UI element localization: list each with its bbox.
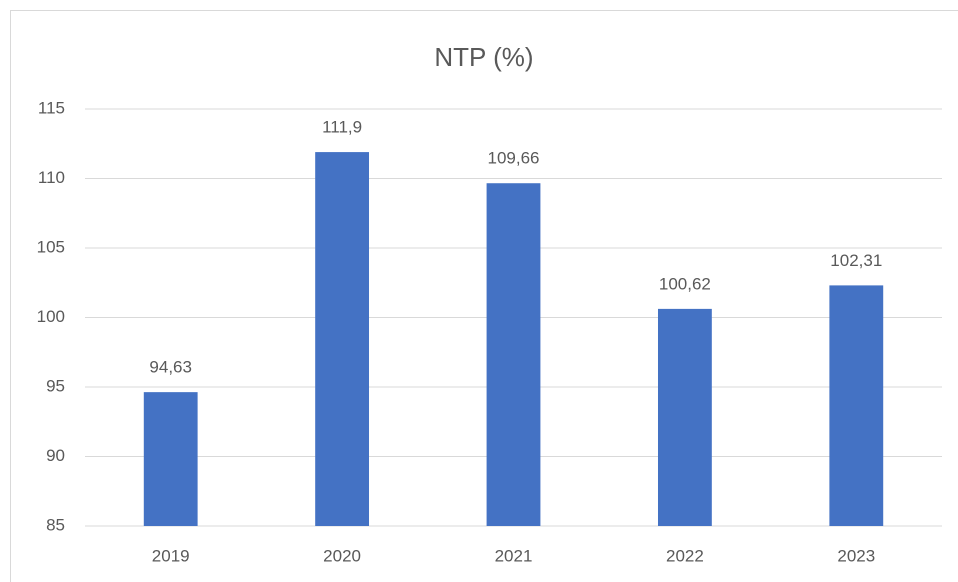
y-tick-label: 115: [38, 98, 65, 117]
data-label: 94,63: [149, 358, 192, 377]
data-label: 102,31: [830, 251, 882, 270]
y-tick-label: 85: [46, 515, 65, 534]
bar: [657, 308, 712, 526]
bar: [315, 152, 370, 526]
y-tick-label: 110: [38, 168, 65, 187]
y-tick-label: 95: [46, 376, 65, 395]
chart-title: NTP (%): [434, 42, 533, 72]
y-tick-label: 105: [37, 237, 65, 256]
x-tick-label: 2023: [837, 546, 875, 565]
data-label: 109,66: [488, 149, 540, 168]
y-tick-label: 90: [46, 446, 65, 465]
bar: [143, 392, 198, 526]
bar: [486, 183, 541, 526]
x-tick-label: 2022: [666, 546, 704, 565]
y-tick-label: 100: [37, 307, 65, 326]
data-label: 100,62: [659, 274, 711, 293]
data-label: 111,9: [322, 118, 362, 137]
bar: [829, 285, 884, 526]
x-tick-label: 2019: [152, 546, 190, 565]
x-tick-label: 2021: [495, 546, 533, 565]
x-tick-label: 2020: [323, 546, 361, 565]
